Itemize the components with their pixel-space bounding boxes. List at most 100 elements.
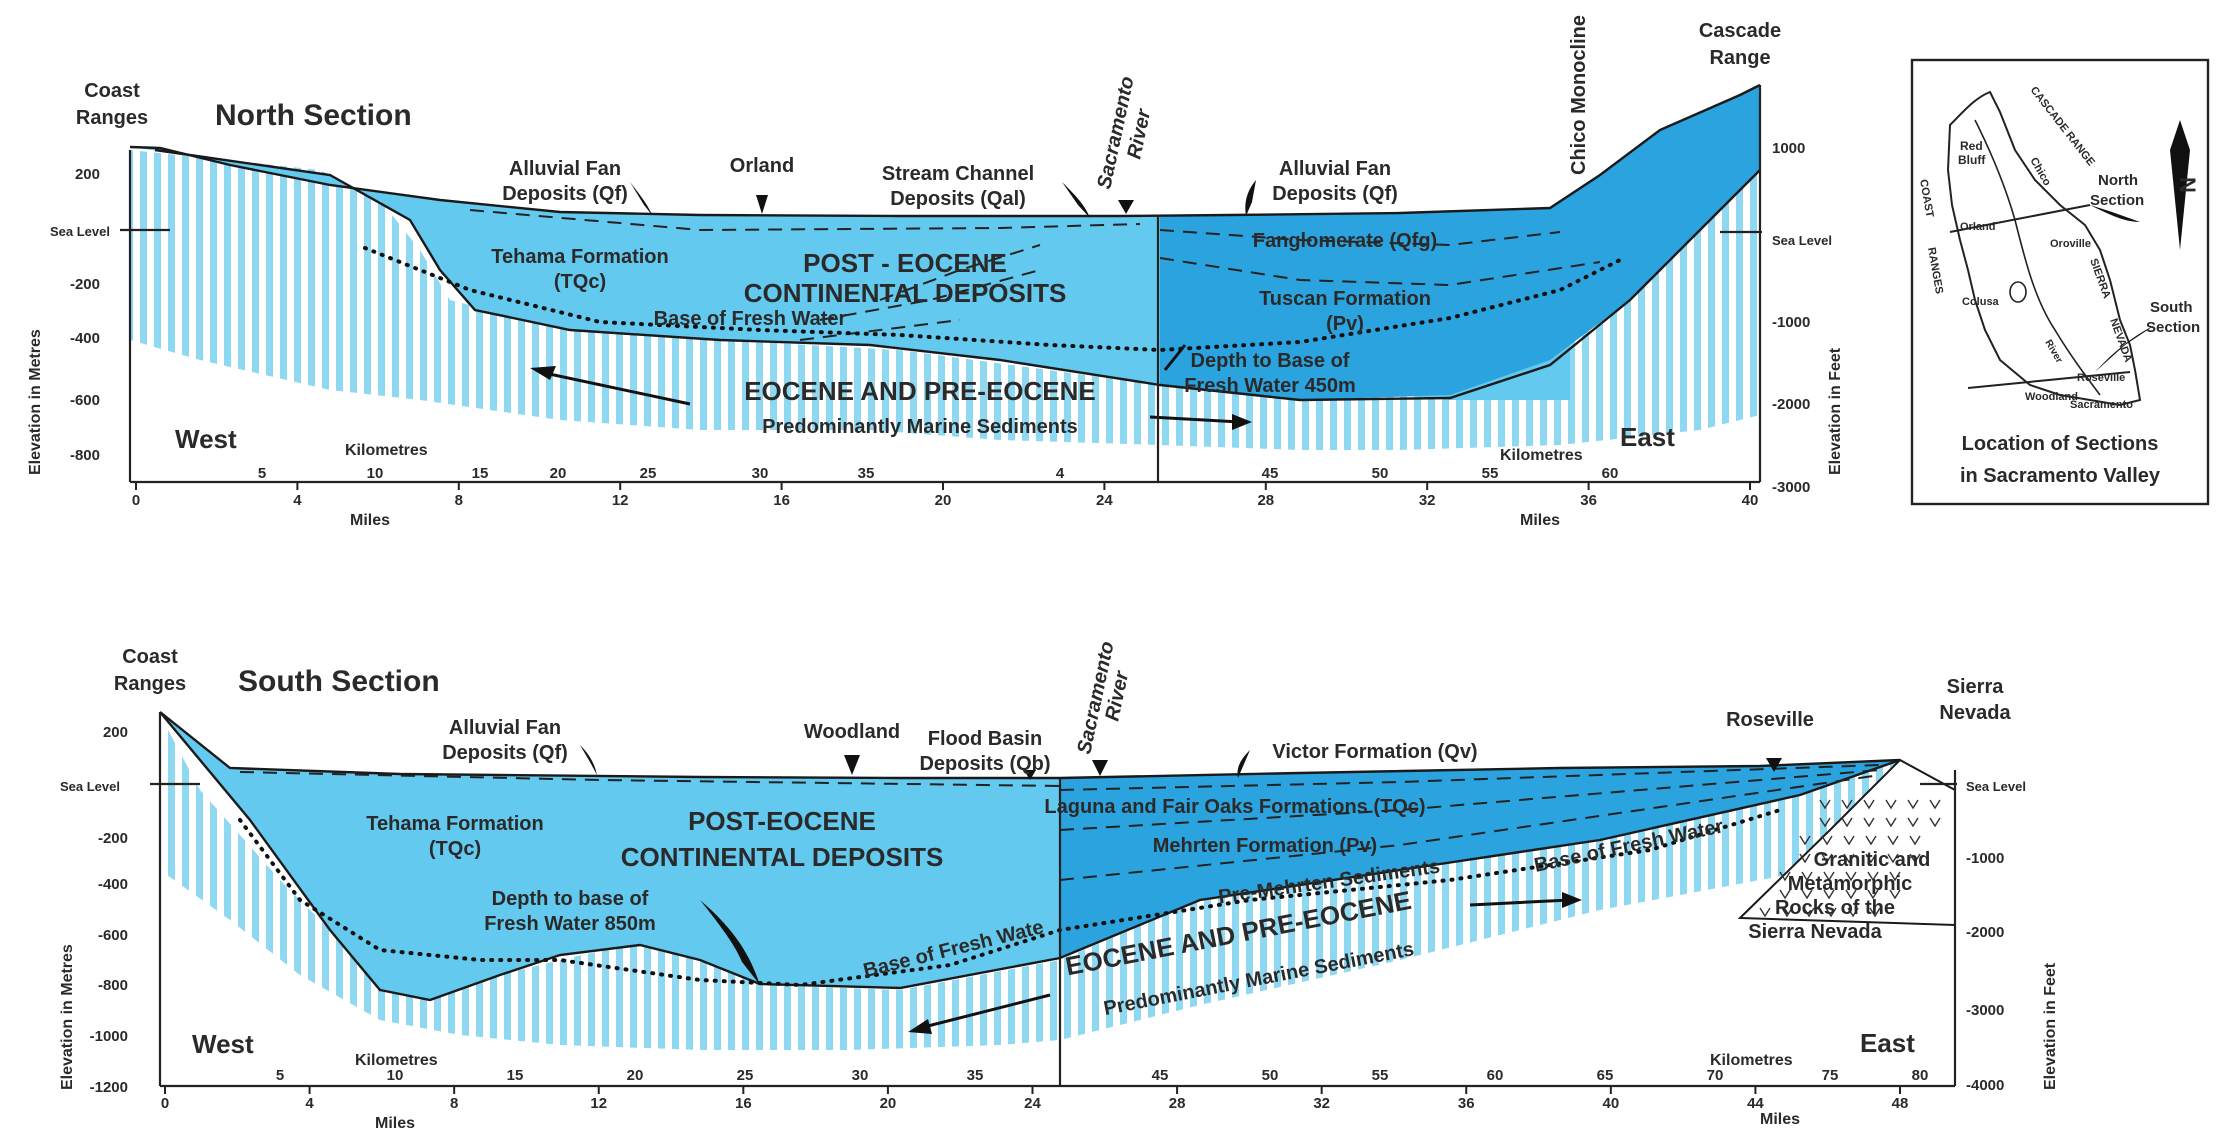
- south-pointer-woodland: [844, 755, 860, 775]
- south-base-of-deposits: [159, 711, 1901, 1002]
- south-miles-tick-label: 28: [1169, 1095, 1186, 1112]
- north-post-eocene-line2: CONTINENTAL DEPOSITS: [744, 278, 1067, 308]
- south-left-tick-label: -600: [98, 927, 128, 944]
- south-granitic-line3: Rocks of the: [1775, 897, 1895, 919]
- north-tuscan-line2: (Pv): [1326, 313, 1364, 335]
- south-miles-tick-label: 16: [735, 1095, 752, 1112]
- north-right-range-line1: Cascade: [1699, 20, 1781, 42]
- granitic-hatch-mark: [1887, 835, 1899, 846]
- north-left-tick-label: -400: [70, 330, 100, 347]
- north-km-tick-label: 4: [1056, 465, 1065, 482]
- granitic-hatch-mark: [1781, 907, 1793, 918]
- south-left-tick-label: -1200: [90, 1079, 128, 1096]
- south-km-tick-label: 50: [1262, 1067, 1279, 1084]
- inset-red-bluff-line1: Red: [1960, 139, 1983, 153]
- granitic-hatch-mark: [1863, 799, 1875, 810]
- south-miles-tick-label: 0: [161, 1095, 169, 1112]
- granitic-hatch-mark: [1799, 835, 1811, 846]
- south-right-tick-label: -4000: [1966, 1077, 2004, 1094]
- inset-sacramento-river: [1974, 119, 2101, 396]
- north-miles-tick-label: 20: [935, 492, 952, 509]
- north-left-tick-label: -600: [70, 392, 100, 409]
- south-axis-ticks: [164, 1086, 1901, 1094]
- north-km-tick-label: 20: [550, 465, 567, 482]
- south-pointer-alluvial: [580, 745, 597, 775]
- north-pointer-river: [1118, 200, 1134, 214]
- north-right-tick-label: Sea Level: [1772, 233, 1832, 248]
- granitic-hatch-mark: [1841, 799, 1853, 810]
- inset-south-section-line2: Section: [2146, 319, 2200, 336]
- north-stream-line1: Stream Channel: [882, 163, 1034, 185]
- inset-north-arrow-n: N: [2175, 177, 2200, 193]
- north-axis-ticks: [135, 482, 1751, 490]
- south-miles-tick-label: 36: [1458, 1095, 1475, 1112]
- north-km-tick-label: 50: [1372, 465, 1389, 482]
- granitic-hatch-mark: [1845, 889, 1857, 900]
- north-km-tick-label: 45: [1262, 465, 1279, 482]
- granitic-hatch-mark: [1779, 871, 1791, 882]
- south-km-tick-label: 70: [1707, 1067, 1724, 1084]
- north-arrowhead-west: [530, 366, 556, 380]
- south-left-range-line2: Ranges: [114, 673, 186, 695]
- south-km-tick-label: 75: [1822, 1067, 1839, 1084]
- granitic-hatch-mark: [1819, 817, 1831, 828]
- north-km-tick-label: 10: [367, 465, 384, 482]
- granitic-hatch-mark: [1821, 835, 1833, 846]
- inset-north-section-line1: North: [2098, 172, 2138, 189]
- south-km-tick-label: 15: [507, 1067, 524, 1084]
- north-km-label-right: Kilometres: [1500, 447, 1583, 464]
- inset-oroville-label: Oroville: [2050, 238, 2091, 250]
- north-right-tick-label: -3000: [1772, 479, 1810, 496]
- north-pointer-alluvial-left: [630, 182, 652, 215]
- south-pointer-river: [1092, 760, 1108, 776]
- north-depth-line2: Fresh Water 450m: [1184, 375, 1356, 397]
- south-km-tick-label: 10: [387, 1067, 404, 1084]
- north-orland-label: Orland: [730, 155, 794, 177]
- north-arrow-west: [539, 370, 691, 406]
- south-flood-line1: Flood Basin: [928, 728, 1042, 750]
- south-victor-label: Victor Formation (Qv): [1272, 741, 1477, 763]
- north-base-fresh-water-label: Base of Fresh Water: [654, 308, 847, 330]
- south-miles-tick-label: 8: [450, 1095, 458, 1112]
- north-section: [120, 83, 1762, 490]
- granitic-hatch-mark: [1863, 817, 1875, 828]
- south-left-tick-label: Sea Level: [60, 779, 120, 794]
- south-km-tick-label: 35: [967, 1067, 984, 1084]
- south-east-label: East: [1860, 1028, 1915, 1058]
- south-arrowhead-east: [1562, 892, 1582, 908]
- south-miles-tick-label: 40: [1602, 1095, 1619, 1112]
- south-tehama-line1: Tehama Formation: [366, 813, 543, 835]
- north-interfinger-1: [879, 244, 1041, 301]
- north-left-tick-label: Sea Level: [50, 224, 110, 239]
- north-eocene-line1: EOCENE AND PRE-EOCENE: [744, 376, 1096, 406]
- granitic-hatch-mark: [1885, 817, 1897, 828]
- inset-north-arrow: [2170, 120, 2190, 250]
- north-miles-tick-label: 32: [1419, 492, 1436, 509]
- south-post-eocene-line2: CONTINENTAL DEPOSITS: [621, 842, 944, 872]
- south-miles-tick-label: 24: [1024, 1095, 1041, 1112]
- granitic-hatch-mark: [1825, 907, 1837, 918]
- inset-caption-line1: Location of Sections: [1962, 433, 2159, 455]
- granitic-hatch-mark: [1779, 889, 1791, 900]
- south-eastern-deposits: [1060, 760, 1900, 958]
- south-tehama-line2: (TQc): [429, 838, 481, 860]
- north-base-of-deposits: [154, 148, 1761, 402]
- inset-orland-label: Orland: [1960, 221, 1995, 233]
- north-tuscan-region: [1160, 85, 1760, 400]
- south-arrow-east: [1469, 898, 1571, 907]
- north-miles-tick-label: 40: [1742, 492, 1759, 509]
- south-km-tick-label: 65: [1597, 1067, 1614, 1084]
- south-right-tick-label: -1000: [1966, 850, 2004, 867]
- south-left-tick-label: -800: [98, 977, 128, 994]
- granitic-hatch-mark: [1867, 871, 1879, 882]
- south-left-tick-label: -200: [98, 830, 128, 847]
- south-km-tick-label: 80: [1912, 1067, 1929, 1084]
- south-km-tick-label: 60: [1487, 1067, 1504, 1084]
- inset-valley-outline: [1946, 90, 2142, 407]
- north-title: North Section: [215, 99, 412, 132]
- north-miles-tick-label: 24: [1096, 492, 1113, 509]
- south-depth-line2: Fresh Water 850m: [484, 913, 656, 935]
- south-alluvial-line1: Alluvial Fan: [449, 717, 561, 739]
